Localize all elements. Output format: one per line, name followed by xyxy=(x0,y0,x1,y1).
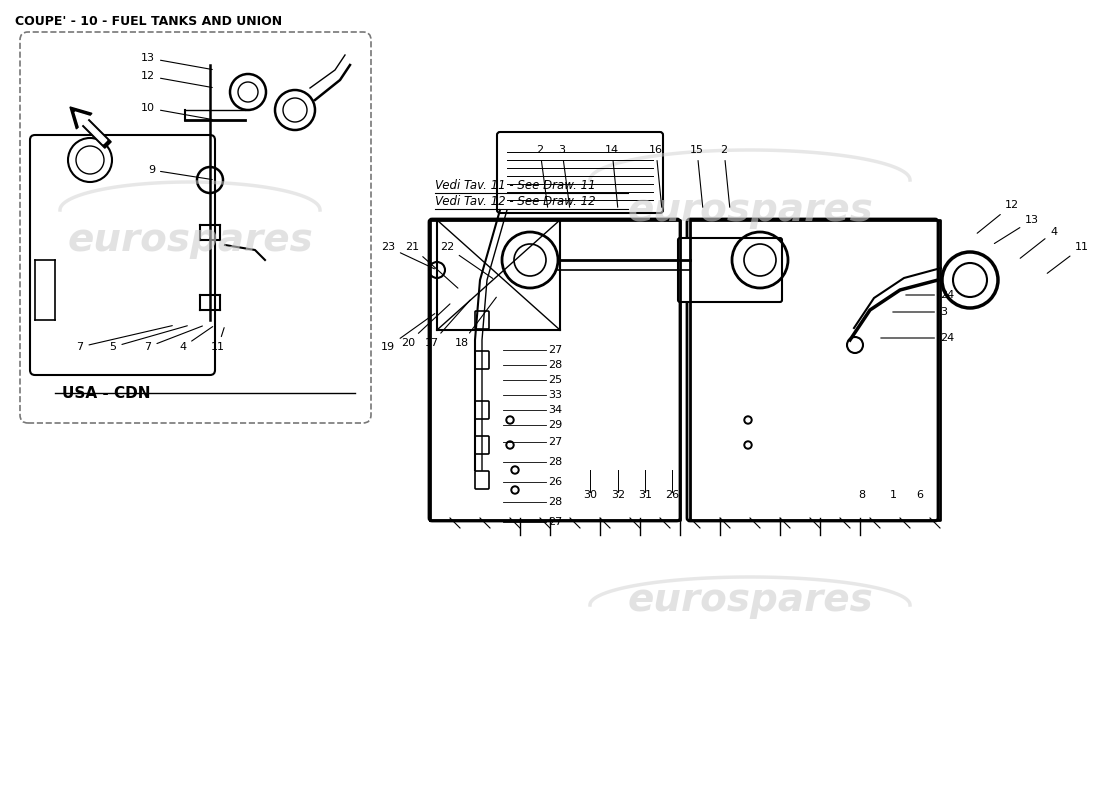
Circle shape xyxy=(513,488,517,492)
Text: 33: 33 xyxy=(548,390,562,400)
Text: 8: 8 xyxy=(858,490,866,500)
Text: COUPE' - 10 - FUEL TANKS AND UNION: COUPE' - 10 - FUEL TANKS AND UNION xyxy=(15,15,282,28)
FancyBboxPatch shape xyxy=(30,135,214,375)
Circle shape xyxy=(746,418,750,422)
Text: 24: 24 xyxy=(881,333,955,343)
Text: 20: 20 xyxy=(400,304,450,348)
Text: 3: 3 xyxy=(893,307,947,317)
Text: Vedi Tav. 11 - See Draw. 11: Vedi Tav. 11 - See Draw. 11 xyxy=(434,179,595,192)
Circle shape xyxy=(746,443,750,447)
FancyBboxPatch shape xyxy=(475,401,490,419)
Text: 26: 26 xyxy=(548,477,562,487)
Text: 19: 19 xyxy=(381,314,434,352)
Circle shape xyxy=(506,416,514,424)
Text: 7: 7 xyxy=(76,326,173,352)
Text: 12: 12 xyxy=(977,200,1019,234)
Circle shape xyxy=(506,441,514,449)
FancyBboxPatch shape xyxy=(475,351,490,369)
Text: 13: 13 xyxy=(994,215,1040,243)
Text: 15: 15 xyxy=(690,145,704,207)
FancyBboxPatch shape xyxy=(688,219,938,521)
Text: 29: 29 xyxy=(548,420,562,430)
Text: eurospares: eurospares xyxy=(627,191,873,229)
FancyBboxPatch shape xyxy=(678,238,782,302)
Text: 30: 30 xyxy=(583,490,597,500)
Text: 6: 6 xyxy=(916,490,924,500)
Text: 2: 2 xyxy=(537,145,548,207)
Text: 14: 14 xyxy=(605,145,619,207)
Text: 28: 28 xyxy=(548,360,562,370)
Circle shape xyxy=(512,466,519,474)
FancyBboxPatch shape xyxy=(475,436,490,454)
Text: 1: 1 xyxy=(890,490,896,500)
Text: 11: 11 xyxy=(211,328,226,352)
Text: 12: 12 xyxy=(141,71,212,87)
Circle shape xyxy=(508,418,512,422)
Text: 23: 23 xyxy=(381,242,434,269)
Text: 9: 9 xyxy=(147,165,212,179)
Text: 28: 28 xyxy=(548,457,562,467)
Text: 32: 32 xyxy=(610,490,625,500)
Circle shape xyxy=(744,441,752,449)
Circle shape xyxy=(513,468,517,472)
Text: 10: 10 xyxy=(141,103,212,119)
FancyBboxPatch shape xyxy=(20,32,371,423)
Text: 17: 17 xyxy=(425,300,470,348)
Text: 7: 7 xyxy=(144,326,202,352)
Circle shape xyxy=(744,416,752,424)
Text: 24: 24 xyxy=(905,290,955,300)
Text: 22: 22 xyxy=(440,242,493,278)
Text: 27: 27 xyxy=(548,517,562,527)
FancyArrow shape xyxy=(75,112,107,144)
Text: 28: 28 xyxy=(548,497,562,507)
Text: eurospares: eurospares xyxy=(627,581,873,619)
FancyBboxPatch shape xyxy=(429,219,680,521)
Text: 27: 27 xyxy=(548,345,562,355)
Text: 16: 16 xyxy=(649,145,663,207)
Text: 11: 11 xyxy=(1047,242,1089,274)
Text: 21: 21 xyxy=(405,242,458,288)
Text: 27: 27 xyxy=(548,437,562,447)
Text: eurospares: eurospares xyxy=(67,221,312,259)
FancyArrow shape xyxy=(70,107,111,148)
Text: 4: 4 xyxy=(179,326,212,352)
Text: 25: 25 xyxy=(548,375,562,385)
Text: 31: 31 xyxy=(638,490,652,500)
Text: 4: 4 xyxy=(1020,227,1057,258)
Text: USA - CDN: USA - CDN xyxy=(62,386,151,401)
Circle shape xyxy=(508,443,512,447)
Text: 2: 2 xyxy=(720,145,729,207)
FancyBboxPatch shape xyxy=(497,132,663,213)
Text: 13: 13 xyxy=(141,53,212,70)
Text: 34: 34 xyxy=(548,405,562,415)
Text: 18: 18 xyxy=(455,298,496,348)
FancyBboxPatch shape xyxy=(475,471,490,489)
Text: 3: 3 xyxy=(559,145,570,207)
Circle shape xyxy=(512,486,519,494)
Text: 26: 26 xyxy=(664,490,679,500)
Text: Vedi Tav. 12 - See Draw. 12: Vedi Tav. 12 - See Draw. 12 xyxy=(434,195,595,208)
FancyBboxPatch shape xyxy=(475,311,490,329)
Text: 5: 5 xyxy=(110,326,187,352)
